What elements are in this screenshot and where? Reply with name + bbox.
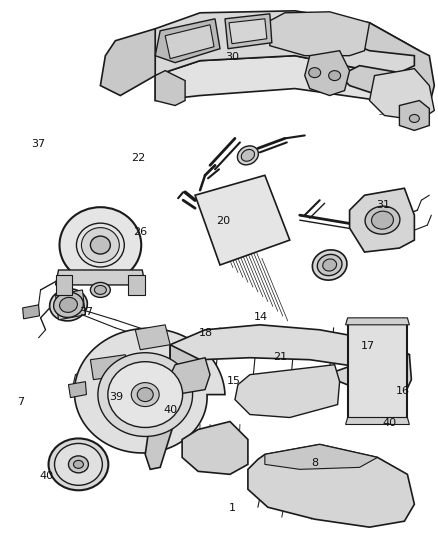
Text: 40: 40 bbox=[39, 471, 53, 481]
Polygon shape bbox=[74, 328, 225, 453]
Text: 16: 16 bbox=[396, 386, 410, 397]
Polygon shape bbox=[145, 345, 200, 470]
Ellipse shape bbox=[309, 68, 321, 78]
Ellipse shape bbox=[237, 146, 258, 165]
Polygon shape bbox=[168, 358, 210, 394]
Text: 26: 26 bbox=[133, 227, 148, 237]
Polygon shape bbox=[100, 29, 155, 95]
Polygon shape bbox=[170, 325, 410, 375]
Polygon shape bbox=[225, 14, 272, 49]
Ellipse shape bbox=[81, 228, 119, 263]
Polygon shape bbox=[399, 101, 429, 131]
Ellipse shape bbox=[410, 115, 419, 123]
Polygon shape bbox=[346, 318, 410, 325]
Text: 1: 1 bbox=[229, 503, 236, 513]
Text: 30: 30 bbox=[225, 52, 239, 62]
Polygon shape bbox=[265, 445, 378, 470]
Text: 22: 22 bbox=[131, 152, 145, 163]
Polygon shape bbox=[339, 23, 434, 110]
Text: 40: 40 bbox=[164, 405, 178, 415]
Ellipse shape bbox=[328, 71, 341, 80]
Ellipse shape bbox=[323, 259, 336, 271]
Text: 8: 8 bbox=[311, 458, 318, 468]
Polygon shape bbox=[56, 275, 72, 295]
Polygon shape bbox=[155, 55, 419, 106]
Ellipse shape bbox=[54, 443, 102, 486]
Ellipse shape bbox=[68, 456, 88, 473]
Ellipse shape bbox=[98, 353, 193, 437]
Ellipse shape bbox=[312, 250, 347, 280]
Text: 37: 37 bbox=[79, 306, 93, 317]
Text: 37: 37 bbox=[31, 139, 45, 149]
Polygon shape bbox=[128, 275, 145, 295]
Ellipse shape bbox=[95, 286, 106, 294]
Polygon shape bbox=[56, 290, 85, 320]
Ellipse shape bbox=[49, 439, 108, 490]
Polygon shape bbox=[350, 188, 414, 252]
Polygon shape bbox=[270, 12, 370, 55]
Text: 21: 21 bbox=[273, 352, 287, 362]
Polygon shape bbox=[135, 325, 170, 350]
Polygon shape bbox=[229, 19, 267, 44]
Ellipse shape bbox=[74, 461, 83, 469]
Ellipse shape bbox=[53, 292, 83, 318]
Polygon shape bbox=[182, 422, 248, 474]
Polygon shape bbox=[155, 71, 185, 106]
Text: 40: 40 bbox=[382, 418, 396, 428]
Text: 14: 14 bbox=[254, 312, 268, 322]
Ellipse shape bbox=[60, 297, 78, 312]
Ellipse shape bbox=[131, 383, 159, 407]
Polygon shape bbox=[195, 175, 290, 265]
Polygon shape bbox=[90, 355, 128, 379]
Ellipse shape bbox=[317, 254, 342, 276]
Polygon shape bbox=[155, 19, 220, 63]
Polygon shape bbox=[348, 320, 407, 417]
Text: 18: 18 bbox=[199, 328, 213, 338]
Polygon shape bbox=[68, 382, 86, 398]
Ellipse shape bbox=[371, 211, 393, 229]
Ellipse shape bbox=[60, 207, 141, 283]
Polygon shape bbox=[248, 445, 414, 527]
Polygon shape bbox=[335, 340, 411, 398]
Ellipse shape bbox=[365, 206, 400, 234]
Text: 39: 39 bbox=[110, 392, 124, 402]
Polygon shape bbox=[346, 417, 410, 424]
Text: 7: 7 bbox=[17, 397, 24, 407]
Polygon shape bbox=[370, 69, 434, 120]
Text: 17: 17 bbox=[360, 341, 374, 351]
Polygon shape bbox=[305, 51, 350, 95]
Text: 31: 31 bbox=[376, 200, 390, 211]
Polygon shape bbox=[56, 270, 145, 285]
Polygon shape bbox=[235, 365, 339, 417]
Ellipse shape bbox=[241, 149, 254, 161]
Polygon shape bbox=[23, 305, 39, 319]
Ellipse shape bbox=[137, 387, 153, 401]
Ellipse shape bbox=[108, 362, 183, 427]
Ellipse shape bbox=[90, 282, 110, 297]
Polygon shape bbox=[155, 11, 419, 80]
Text: 20: 20 bbox=[216, 216, 230, 227]
Ellipse shape bbox=[90, 236, 110, 254]
Polygon shape bbox=[165, 25, 214, 59]
Ellipse shape bbox=[49, 289, 87, 321]
Text: 15: 15 bbox=[227, 376, 241, 386]
